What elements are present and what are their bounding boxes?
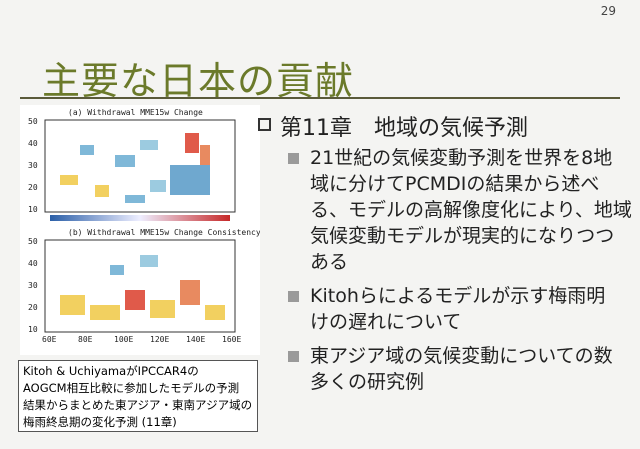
caption-line: 梅雨終息期の変化予測 (11章) [23, 415, 177, 429]
y-tick-label: 40 [28, 139, 38, 148]
y-tick-label: 30 [28, 281, 38, 290]
y-tick-label: 10 [28, 205, 38, 214]
caption-line: Kitoh & UchiyamaがIPCCAR4の [23, 364, 199, 378]
y-tick-label: 20 [28, 183, 38, 192]
bullet: 21世紀の気候変動予測を世界を8地 域に分けてPCMDIの結果から述べる、モデルの… [288, 145, 632, 275]
bullet-marker [288, 291, 299, 302]
panel-title: (a) Withdrawal MME15w Change [68, 108, 203, 117]
caption-line: AOGCM相互比較に参加したモデルの予測 [23, 381, 240, 395]
caption-line: 結果からまとめた東アジア・東南アジア域の [23, 398, 253, 412]
bullet: 東アジア域の気候変動についての数 多くの研究例 [288, 343, 628, 395]
figure: (a) Withdrawal MME15w Change (b) Withdra… [20, 105, 260, 355]
y-tick-label: 10 [28, 325, 38, 334]
y-tick-label: 30 [28, 161, 38, 170]
bullet-line: る、モデルの高解像度化により、地域 [310, 199, 632, 221]
bullet: Kitohらによるモデルが示す梅雨明 けの遅れについて [288, 283, 628, 335]
bullet-line: 域に分けてPCMDIの結果から述べ [310, 173, 600, 195]
bullet-marker [288, 153, 299, 164]
x-tick-label: 140E [186, 335, 205, 344]
panel-frame [44, 119, 236, 213]
bullet-line: けの遅れについて [310, 311, 462, 333]
title-rule [20, 97, 620, 99]
y-tick-label: 50 [28, 117, 38, 126]
bullet-line: 気候変動モデルが現実的になりつつ [310, 225, 615, 247]
panel-frame [44, 239, 236, 333]
map-cells [60, 133, 210, 203]
colorbar [50, 215, 230, 221]
slide-title: 主要な日本の貢献 [42, 59, 355, 103]
bullet-line: Kitohらによるモデルが示す梅雨明 [310, 285, 606, 307]
heading: 第11章 地域の気候予測 [280, 116, 528, 141]
bullet-marker [288, 351, 299, 362]
heading-box [258, 118, 271, 131]
x-tick-label: 80E [78, 335, 93, 344]
x-tick-label: 120E [150, 335, 169, 344]
y-tick-label: 40 [28, 259, 38, 268]
bullet-line: 21世紀の気候変動予測を世界を8地 [310, 147, 613, 169]
x-tick-label: 100E [114, 335, 133, 344]
y-tick-label: 50 [28, 237, 38, 246]
page-number: 29 [600, 4, 616, 18]
bullet-line: ある [310, 251, 349, 273]
y-tick-label: 20 [28, 303, 38, 312]
x-tick-label: 60E [42, 335, 57, 344]
caption: Kitoh & UchiyamaがIPCCAR4の AOGCM相互比較に参加したモ… [18, 360, 258, 432]
x-tick-label: 160E [222, 335, 241, 344]
bullet-line: 多くの研究例 [310, 371, 425, 393]
bullet-line: 東アジア域の気候変動についての数 [310, 345, 613, 367]
map-cells [60, 255, 225, 320]
panel-title: (b) Withdrawal MME15w Change Consistency [68, 228, 260, 237]
